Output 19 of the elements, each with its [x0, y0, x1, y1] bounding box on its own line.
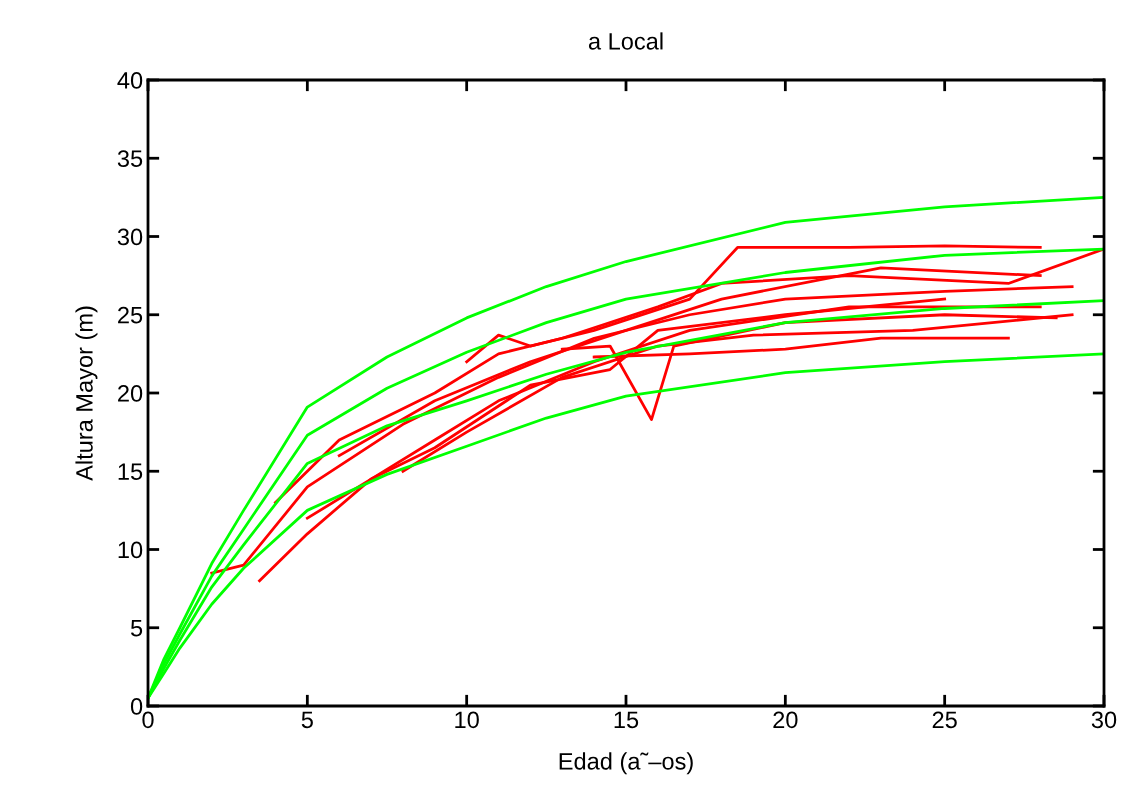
- y-tick-label: 25: [118, 306, 143, 324]
- x-axis-title: Edad (a˜–os): [559, 752, 693, 775]
- x-tick-label: 10: [455, 711, 479, 729]
- x-tick-label: 25: [932, 711, 957, 729]
- x-tick-label: 15: [614, 711, 639, 729]
- y-tick-label: 20: [118, 385, 143, 402]
- chart-title: a Local: [588, 32, 663, 50]
- y-tick-label: 10: [118, 541, 143, 559]
- y-tick-label: 15: [118, 463, 143, 481]
- x-tick-label: 0: [142, 711, 154, 729]
- x-tick-label: 5: [301, 711, 313, 729]
- y-tick-label: 0: [130, 698, 143, 715]
- x-tick-label: 20: [773, 711, 798, 729]
- y-tick-label: 35: [117, 150, 143, 168]
- y-tick-label: 30: [117, 228, 143, 246]
- y-axis-title: Altura Mayor (m): [75, 306, 98, 481]
- y-tick-label: 40: [117, 72, 143, 89]
- y-tick-label: 5: [130, 620, 143, 637]
- x-tick-label: 30: [1091, 711, 1117, 729]
